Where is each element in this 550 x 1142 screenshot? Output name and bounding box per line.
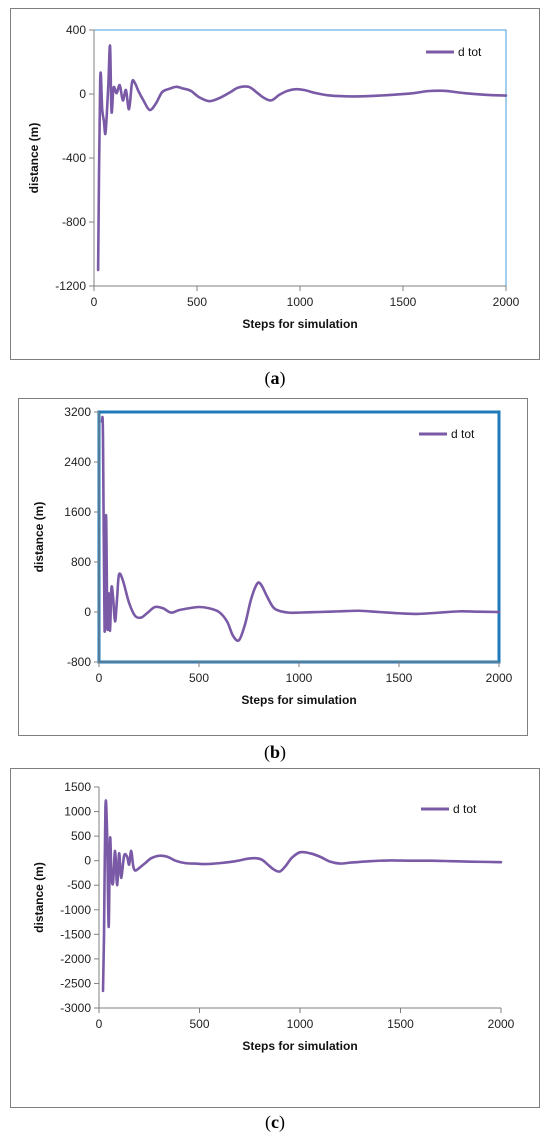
plot-area-c xyxy=(98,786,502,1009)
plot-area-b xyxy=(97,410,501,664)
x-axis-label-a: Steps for simulation xyxy=(242,317,357,331)
y-axis-label-c: distance (m) xyxy=(32,862,46,933)
y-axis-label-b: distance (m) xyxy=(32,502,46,573)
chart-panel-a: 400 0 -400 -800 -1200 0 500 1000 1500 2000 Steps f… xyxy=(10,8,540,360)
y-tick-label: -800 xyxy=(62,215,86,229)
y-tick-label: -2000 xyxy=(60,952,91,966)
chart-b-svg: 3200 2400 1600 800 0 -800 0 500 1000 1500 2000 Step… xyxy=(32,405,513,707)
y-tick-label: 400 xyxy=(66,23,86,37)
x-axis-label-c: Steps for simulation xyxy=(242,1039,357,1053)
x-tick-label: 0 xyxy=(96,671,103,685)
y-tick-label: 0 xyxy=(79,87,86,101)
plot-area-a xyxy=(93,29,507,287)
series-line-a xyxy=(96,44,508,272)
caption-c: (c) xyxy=(265,1112,285,1132)
chart-panel-b: 3200 2400 1600 800 0 -800 0 500 1000 1500 2000 Step… xyxy=(18,398,528,736)
chart-a-svg: 400 0 -400 -800 -1200 0 500 1000 1500 2000 Steps f… xyxy=(27,23,520,331)
y-tick-label: 0 xyxy=(84,854,91,868)
y-tick-label: -500 xyxy=(67,878,91,892)
x-tick-label: 500 xyxy=(187,295,207,309)
chart-c-svg: 1500 1000 500 0 -500 -1000 -1500 -2000 -2500 -300… xyxy=(32,780,515,1053)
caption-a: (a) xyxy=(264,368,286,388)
y-axis-label-a: distance (m) xyxy=(27,123,41,194)
x-tick-label: 1500 xyxy=(387,1017,414,1031)
legend-label-a: d tot xyxy=(458,45,482,59)
y-tick-label: -800 xyxy=(67,655,91,669)
x-tick-label: 500 xyxy=(189,1017,209,1031)
x-tick-label: 1500 xyxy=(386,671,413,685)
x-tick-label: 1000 xyxy=(287,295,314,309)
x-tick-label: 500 xyxy=(189,671,209,685)
x-tick-label: 1500 xyxy=(390,295,417,309)
y-tick-label: -1200 xyxy=(55,279,86,293)
x-tick-label: 1000 xyxy=(287,1017,314,1031)
y-tick-label: 3200 xyxy=(64,405,91,419)
legend-label-c: d tot xyxy=(453,802,477,816)
caption-b: (b) xyxy=(263,742,286,762)
x-tick-label: 2000 xyxy=(486,671,513,685)
series-line-b xyxy=(100,415,501,642)
x-tick-label: 2000 xyxy=(493,295,520,309)
x-tick-label: 0 xyxy=(96,1017,103,1031)
y-tick-label: -1500 xyxy=(60,927,91,941)
x-tick-label: 0 xyxy=(91,295,98,309)
y-tick-label: 800 xyxy=(71,555,91,569)
chart-panel-c: 1500 1000 500 0 -500 -1000 -1500 -2000 -2500 -300… xyxy=(10,768,540,1108)
y-tick-label: 2400 xyxy=(64,455,91,469)
series-line-c xyxy=(101,799,503,993)
y-tick-label: 500 xyxy=(71,829,91,843)
y-tick-label: 1600 xyxy=(64,505,91,519)
y-tick-label: -3000 xyxy=(60,1001,91,1015)
y-tick-label: -2500 xyxy=(60,976,91,990)
legend-label-b: d tot xyxy=(451,427,475,441)
y-tick-label: -1000 xyxy=(60,903,91,917)
y-tick-label: 1000 xyxy=(64,805,91,819)
x-tick-label: 2000 xyxy=(488,1017,515,1031)
x-tick-label: 1000 xyxy=(286,671,313,685)
y-tick-label: 0 xyxy=(84,605,91,619)
y-tick-label: -400 xyxy=(62,151,86,165)
y-tick-label: 1500 xyxy=(64,780,91,794)
x-axis-label-b: Steps for simulation xyxy=(241,693,356,707)
